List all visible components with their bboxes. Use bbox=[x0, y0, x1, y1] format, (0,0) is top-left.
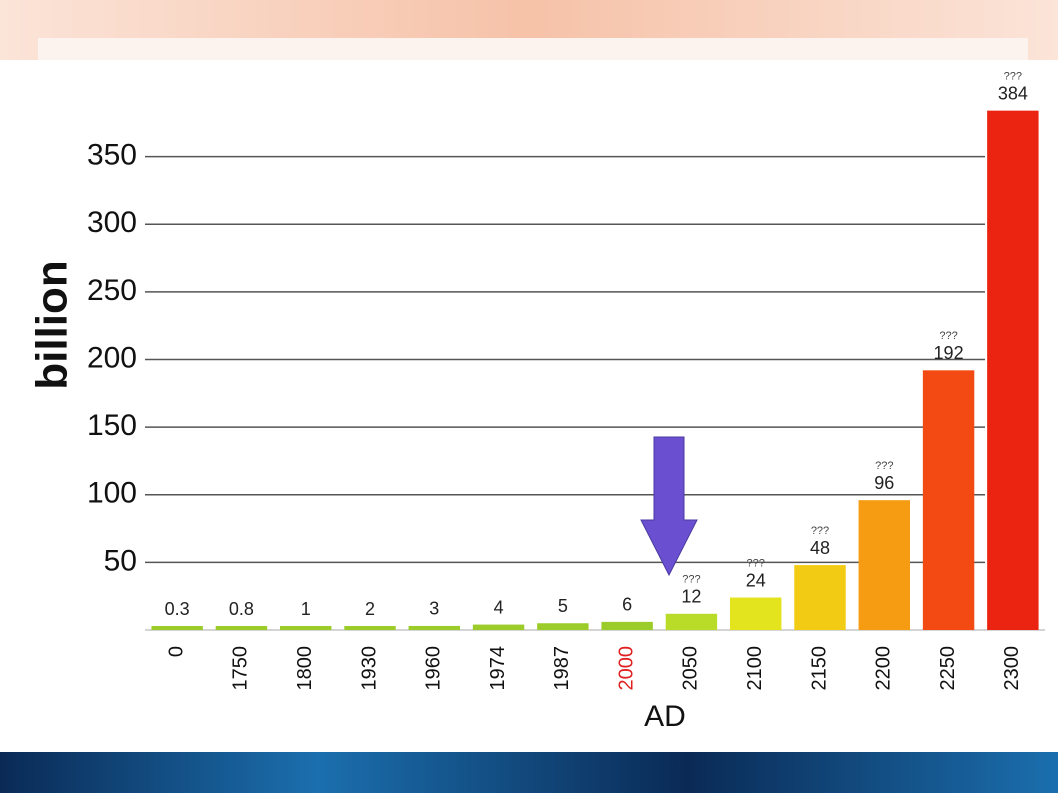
value-label: 12 bbox=[681, 587, 701, 607]
x-tick-label: 2100 bbox=[744, 646, 766, 691]
value-label: 3 bbox=[429, 599, 439, 619]
x-tick-label: 1987 bbox=[551, 646, 573, 691]
x-tick-label: 1750 bbox=[230, 646, 252, 691]
bar bbox=[794, 565, 846, 630]
value-label: 2 bbox=[365, 599, 375, 619]
value-label: 0.8 bbox=[229, 599, 254, 619]
y-tick-label: 300 bbox=[87, 206, 137, 239]
value-note: ??? bbox=[811, 525, 829, 537]
x-tick-label: 2000 bbox=[615, 646, 637, 691]
value-note: ??? bbox=[1004, 71, 1022, 83]
y-axis-label: billion bbox=[28, 260, 77, 390]
y-tick-label: 100 bbox=[87, 477, 137, 510]
value-label: 384 bbox=[998, 83, 1028, 103]
y-tick-label: 250 bbox=[87, 274, 137, 307]
value-label: 192 bbox=[934, 343, 964, 363]
bar bbox=[987, 110, 1039, 630]
bar bbox=[215, 626, 268, 630]
plot: 50 100 150 200 250 300 350 0 0.3 1750 0.8 1800 1 1930… bbox=[87, 71, 1045, 691]
value-note: ??? bbox=[875, 460, 893, 472]
bar bbox=[601, 621, 653, 630]
y-tick-label: 350 bbox=[87, 139, 137, 172]
x-tick-label: 1960 bbox=[423, 646, 445, 691]
x-tick-label: 2250 bbox=[937, 646, 959, 691]
bar bbox=[344, 626, 396, 630]
bar bbox=[408, 625, 460, 630]
x-tick-label: 1974 bbox=[487, 646, 509, 691]
value-label: 5 bbox=[558, 596, 568, 616]
y-tick-label: 150 bbox=[87, 409, 137, 442]
x-tick-label: 2150 bbox=[808, 646, 830, 691]
y-tick-label: 200 bbox=[87, 341, 137, 374]
x-tick-label: 1800 bbox=[294, 646, 316, 691]
bar bbox=[280, 626, 332, 630]
value-note: ??? bbox=[747, 557, 765, 569]
x-tick-label: 2300 bbox=[1001, 646, 1023, 691]
value-label: 4 bbox=[494, 597, 504, 617]
arrow bbox=[640, 436, 698, 577]
x-axis-label: AD bbox=[644, 700, 686, 733]
bar bbox=[472, 624, 525, 630]
value-label: 0.3 bbox=[165, 599, 190, 619]
bar bbox=[151, 626, 203, 630]
value-label: 6 bbox=[622, 595, 632, 615]
bar bbox=[858, 500, 910, 630]
y-tick-label: 50 bbox=[104, 544, 137, 577]
bottom-band bbox=[0, 752, 1058, 793]
x-tick-label: 0 bbox=[165, 646, 187, 657]
title-strip bbox=[38, 38, 1028, 60]
value-label: 1 bbox=[301, 599, 311, 619]
value-label: 48 bbox=[810, 538, 830, 558]
bar bbox=[730, 597, 782, 630]
x-tick-label: 2200 bbox=[873, 646, 895, 691]
value-note: ??? bbox=[682, 574, 700, 586]
x-tick-label: 1930 bbox=[358, 646, 380, 691]
bar bbox=[922, 370, 975, 630]
value-label: 96 bbox=[874, 473, 894, 493]
x-tick-label: 2050 bbox=[680, 646, 702, 691]
bar bbox=[537, 623, 589, 630]
bar bbox=[665, 613, 718, 630]
value-label: 24 bbox=[746, 570, 766, 590]
value-note: ??? bbox=[939, 330, 957, 342]
